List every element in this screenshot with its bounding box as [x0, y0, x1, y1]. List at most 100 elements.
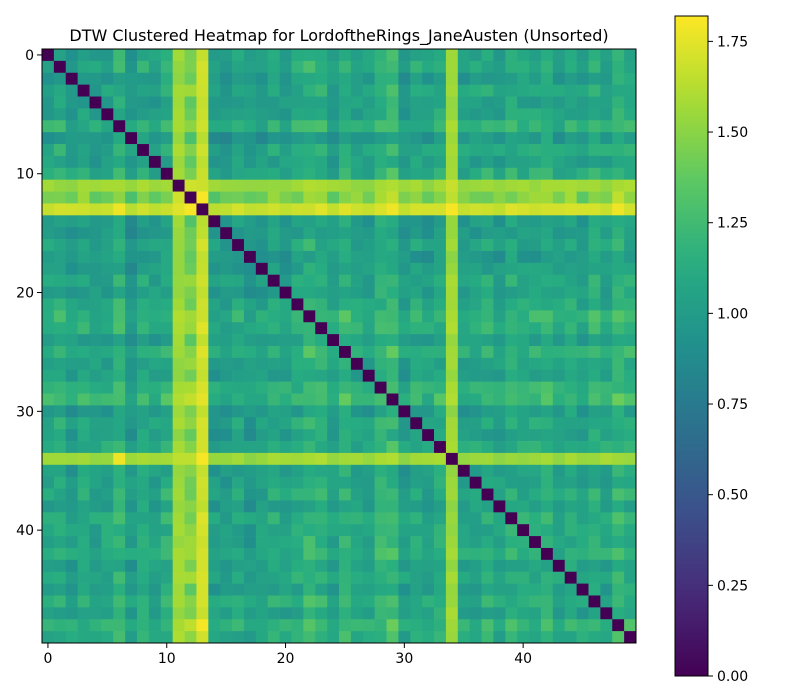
- heatmap-cell: [113, 250, 126, 264]
- heatmap-cell: [552, 512, 566, 525]
- heatmap-cell: [303, 500, 316, 513]
- heatmap-cell: [53, 239, 67, 252]
- heatmap-cell: [350, 167, 364, 181]
- heatmap-cell: [42, 357, 55, 371]
- heatmap-cell: [612, 595, 625, 608]
- heatmap-cell: [279, 369, 292, 382]
- heatmap-cell: [362, 179, 375, 192]
- heatmap-cell: [398, 108, 411, 121]
- heatmap-cell: [362, 49, 375, 62]
- heatmap-cell: [540, 524, 554, 537]
- heatmap-cell: [208, 120, 221, 133]
- heatmap-cell: [624, 322, 637, 335]
- heatmap-cell: [469, 464, 482, 478]
- heatmap-cell: [588, 631, 601, 644]
- heatmap-cell: [564, 191, 577, 204]
- heatmap-cell: [612, 393, 625, 406]
- heatmap-cell: [588, 583, 601, 596]
- heatmap-cell: [624, 262, 637, 276]
- heatmap-cell: [42, 167, 55, 181]
- heatmap-cell: [315, 393, 328, 406]
- heatmap-cell: [410, 144, 423, 157]
- heatmap-cell: [457, 393, 471, 406]
- heatmap-cell: [434, 286, 447, 299]
- heatmap-cell: [243, 191, 257, 204]
- heatmap-cell: [220, 191, 233, 204]
- heatmap-cell: [327, 167, 340, 181]
- heatmap-cell: [339, 452, 352, 466]
- heatmap-cell: [65, 583, 78, 596]
- heatmap-cell: [624, 274, 637, 287]
- heatmap-cell: [77, 631, 90, 644]
- heatmap-cell: [481, 441, 494, 454]
- heatmap-cell: [184, 191, 197, 204]
- heatmap-cell: [350, 369, 364, 382]
- heatmap-cell: [267, 84, 280, 97]
- heatmap-cell: [624, 512, 637, 525]
- heatmap-cell: [445, 120, 459, 133]
- heatmap-cell: [362, 132, 375, 145]
- heatmap-cell: [374, 108, 387, 121]
- heatmap-cell: [232, 72, 245, 85]
- heatmap-cell: [505, 132, 518, 145]
- heatmap-cell: [457, 583, 471, 596]
- heatmap-cell: [529, 512, 542, 525]
- heatmap-cell: [588, 49, 601, 62]
- heatmap-cell: [327, 512, 340, 525]
- heatmap-cell: [267, 49, 280, 62]
- heatmap-cell: [469, 441, 482, 454]
- heatmap-cell: [457, 322, 471, 335]
- heatmap-cell: [125, 595, 138, 608]
- heatmap-cell: [137, 262, 150, 276]
- heatmap-cell: [600, 274, 613, 287]
- heatmap-cell: [434, 452, 447, 466]
- heatmap-cell: [552, 417, 566, 430]
- heatmap-cell: [243, 72, 257, 85]
- heatmap-cell: [564, 132, 577, 145]
- heatmap-cell: [232, 49, 245, 62]
- heatmap-cell: [65, 191, 78, 204]
- heatmap-cell: [350, 559, 364, 573]
- heatmap-cell: [529, 607, 542, 620]
- heatmap-cell: [576, 547, 589, 561]
- heatmap-cell: [517, 84, 530, 97]
- heatmap-cell: [279, 559, 292, 573]
- heatmap-cell: [77, 108, 90, 121]
- heatmap-cell: [53, 476, 67, 489]
- heatmap-cell: [576, 132, 589, 145]
- heatmap-cell: [350, 120, 364, 133]
- heatmap-cell: [564, 322, 577, 335]
- heatmap-cell: [517, 49, 530, 62]
- heatmap-cell: [624, 132, 637, 145]
- heatmap-cell: [327, 595, 340, 608]
- heatmap-cell: [529, 250, 542, 264]
- heatmap-cell: [160, 322, 174, 335]
- heatmap-cell: [410, 274, 423, 287]
- heatmap-cell: [374, 571, 387, 584]
- heatmap-cell: [386, 179, 399, 192]
- heatmap-cell: [624, 96, 637, 109]
- heatmap-cell: [481, 60, 494, 74]
- heatmap-cell: [493, 488, 506, 501]
- heatmap-cell: [386, 607, 399, 620]
- heatmap-cell: [303, 250, 316, 264]
- heatmap-cell: [243, 286, 257, 299]
- heatmap-cell: [148, 262, 162, 276]
- heatmap-cell: [434, 191, 447, 204]
- heatmap-cell: [255, 49, 269, 62]
- heatmap-cell: [469, 417, 482, 430]
- heatmap-cell: [612, 179, 625, 192]
- heatmap-cell: [220, 96, 233, 109]
- heatmap-cell: [339, 298, 352, 311]
- heatmap-cell: [184, 179, 197, 192]
- heatmap-cell: [243, 96, 257, 109]
- heatmap-cell: [327, 631, 340, 644]
- heatmap-cell: [398, 334, 411, 347]
- heatmap-cell: [529, 298, 542, 311]
- heatmap-cell: [445, 334, 459, 347]
- heatmap-cell: [339, 547, 352, 561]
- heatmap-cell: [220, 500, 233, 513]
- heatmap-cell: [386, 310, 399, 323]
- heatmap-cell: [148, 203, 162, 216]
- heatmap-cell: [576, 500, 589, 513]
